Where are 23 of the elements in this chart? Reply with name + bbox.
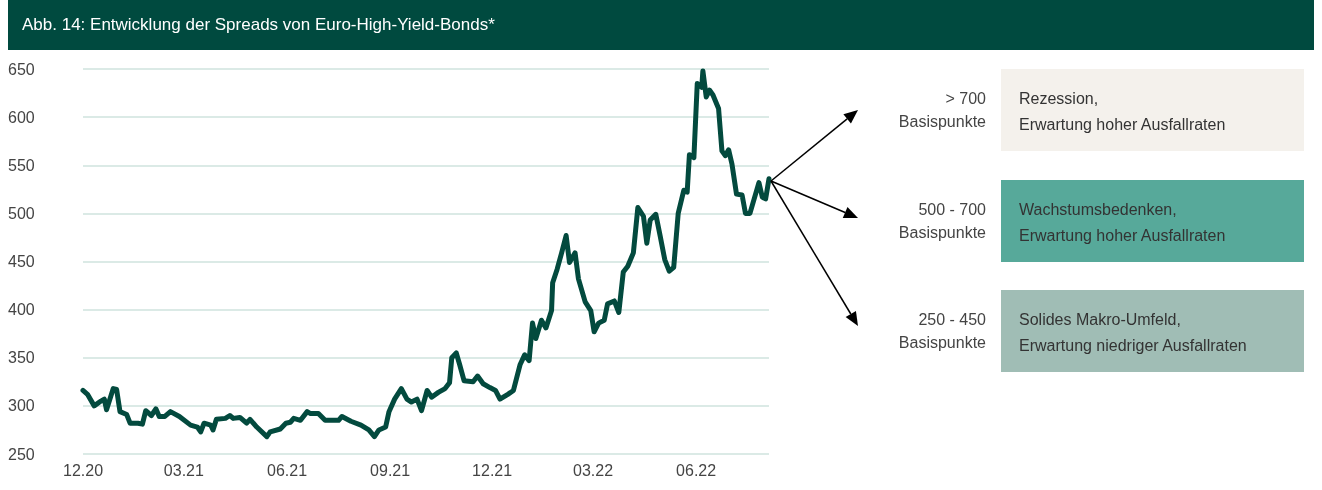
x-tick-label: 12.20 (62, 461, 104, 479)
chart-title: Abb. 14: Entwicklung der Spreads von Euro-High-Yield-Bonds* (8, 0, 1314, 50)
y-tick-label: 550 (8, 156, 35, 174)
text: 250 - 450 Basispunkte (897, 310, 986, 353)
text: > 700 Basispunkte (897, 89, 986, 132)
y-tick-label: 300 (8, 397, 35, 415)
label-box: Wachstumsbedenken, Erwartung hoher Ausfallraten (1001, 180, 1304, 262)
y-tick-label: 250 (8, 445, 35, 463)
x-tick-label: 09.21 (370, 461, 411, 479)
x-tick-label: 03.21 (163, 461, 204, 479)
x-tick-label: 03.22 (572, 461, 614, 479)
y-tick-label: 600 (8, 108, 35, 126)
label-box: Rezession, Erwartung hoher Ausfallraten (1001, 69, 1304, 151)
x-tick-label: 12.21 (472, 461, 513, 479)
y-tick-label: 500 (8, 204, 35, 222)
x-tick-label: 06.21 (266, 461, 308, 479)
y-tick-label: 650 (8, 60, 35, 78)
y-tick-label: 350 (8, 349, 35, 367)
label-box: Solides Makro-Umfeld, Erwartung niedriger Ausfallraten (1001, 290, 1304, 372)
y-tick-label: 400 (8, 301, 35, 319)
text: 500 - 700 Basispunkte (897, 200, 986, 243)
x-tick-label: 06.22 (676, 461, 717, 479)
y-tick-label: 450 (8, 253, 35, 270)
